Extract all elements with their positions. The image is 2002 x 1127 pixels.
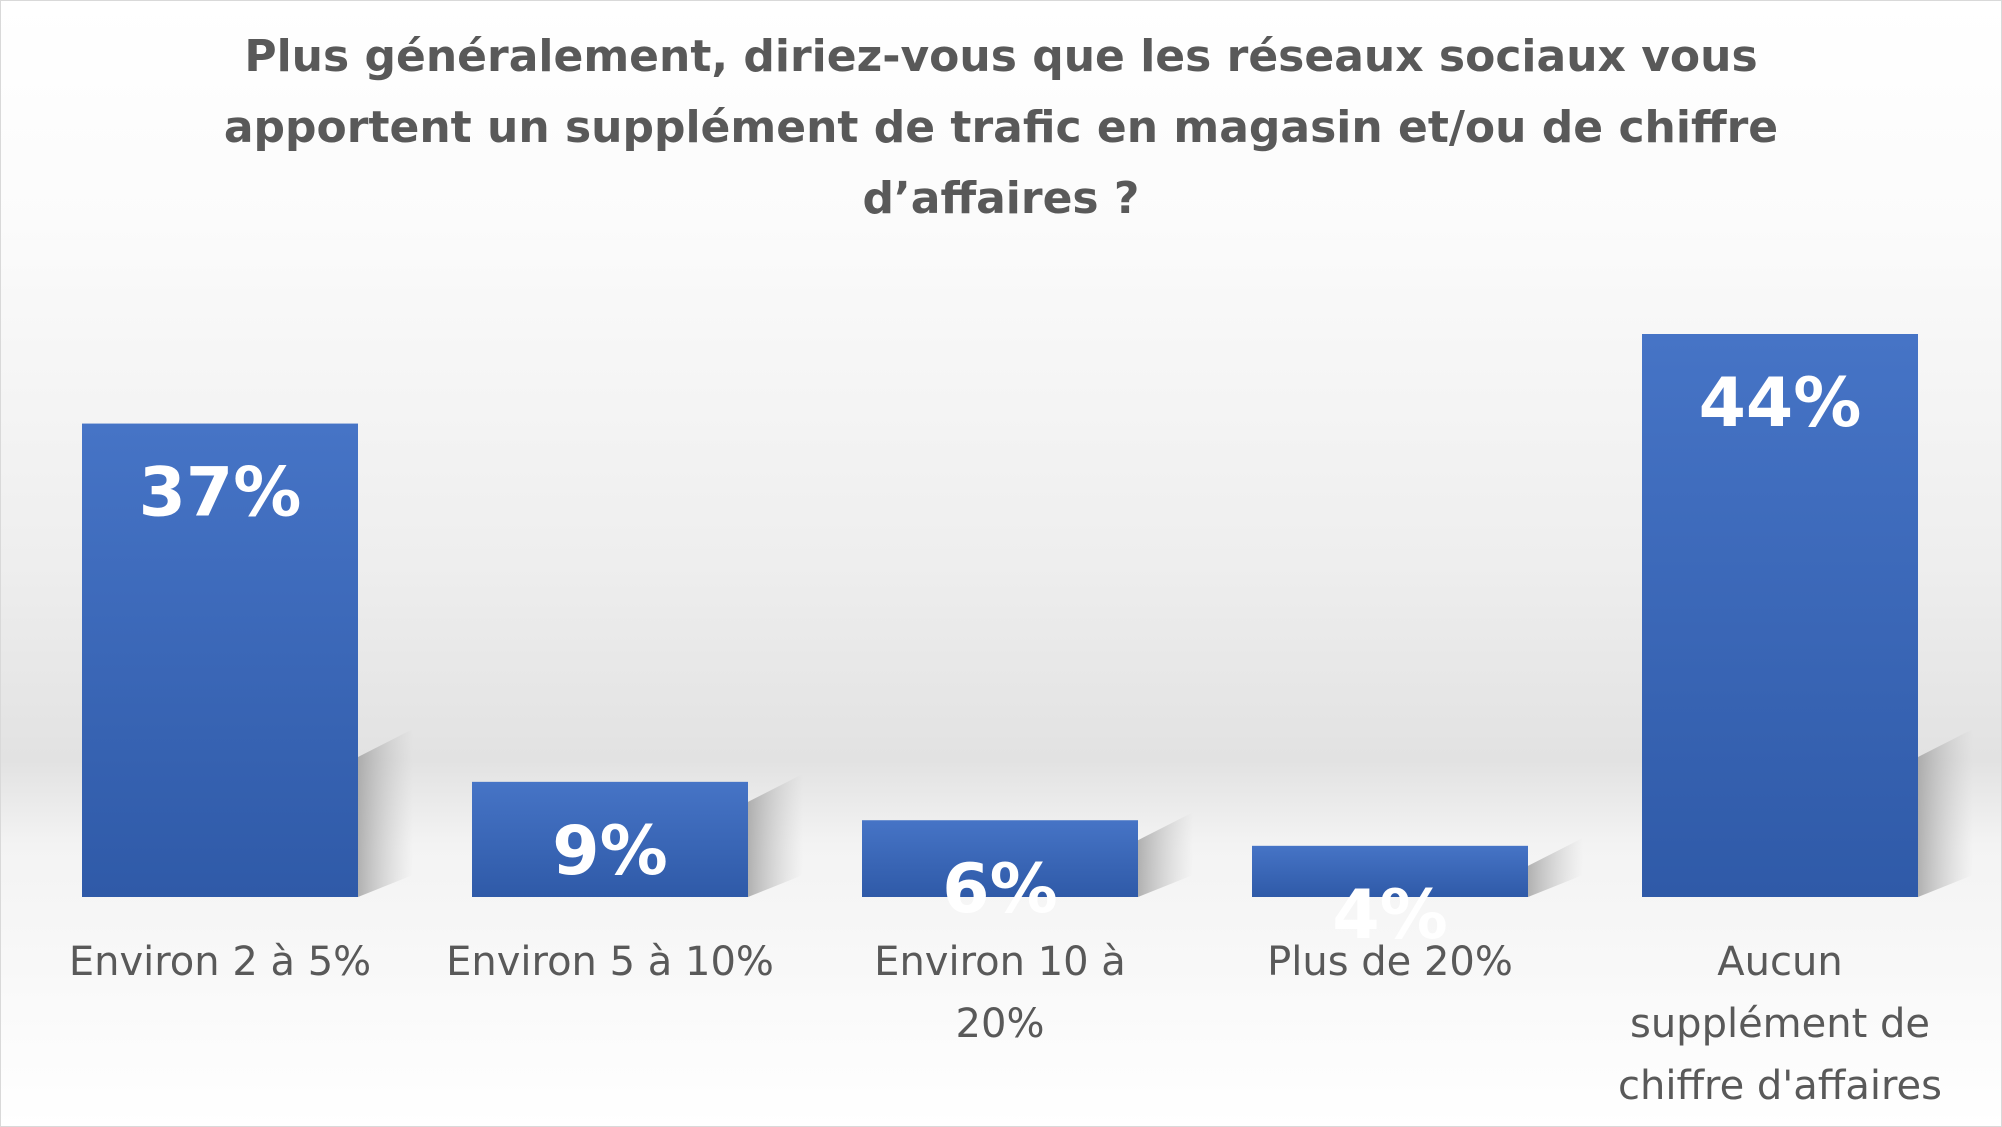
bar bbox=[1252, 845, 1528, 897]
data-label: 44% bbox=[1699, 364, 1862, 443]
data-label: 4% bbox=[1332, 876, 1447, 955]
category-label: Plus de 20% bbox=[1267, 939, 1513, 985]
data-label: 9% bbox=[552, 812, 667, 891]
bar bbox=[862, 820, 1138, 897]
data-label: 6% bbox=[942, 850, 1057, 929]
category-label: Environ 5 à 10% bbox=[446, 939, 774, 985]
category-label: Aucun supplément de chiffre d'affaires bbox=[1617, 939, 1942, 1109]
bar bbox=[82, 423, 358, 897]
bar-shadow bbox=[1528, 837, 1583, 897]
bar-shadow bbox=[1918, 729, 1973, 897]
bar bbox=[1642, 334, 1918, 897]
category-label: Environ 10 à 20% bbox=[874, 939, 1126, 1047]
data-label: 37% bbox=[139, 454, 302, 533]
bar-shadow bbox=[1138, 812, 1193, 897]
chart-title: Plus généralement, diriez-vous que les r… bbox=[223, 31, 1779, 224]
bar-shadow bbox=[358, 729, 413, 897]
bar-shadow bbox=[748, 773, 803, 897]
bar bbox=[472, 781, 748, 897]
category-label: Environ 2 à 5% bbox=[68, 939, 372, 985]
